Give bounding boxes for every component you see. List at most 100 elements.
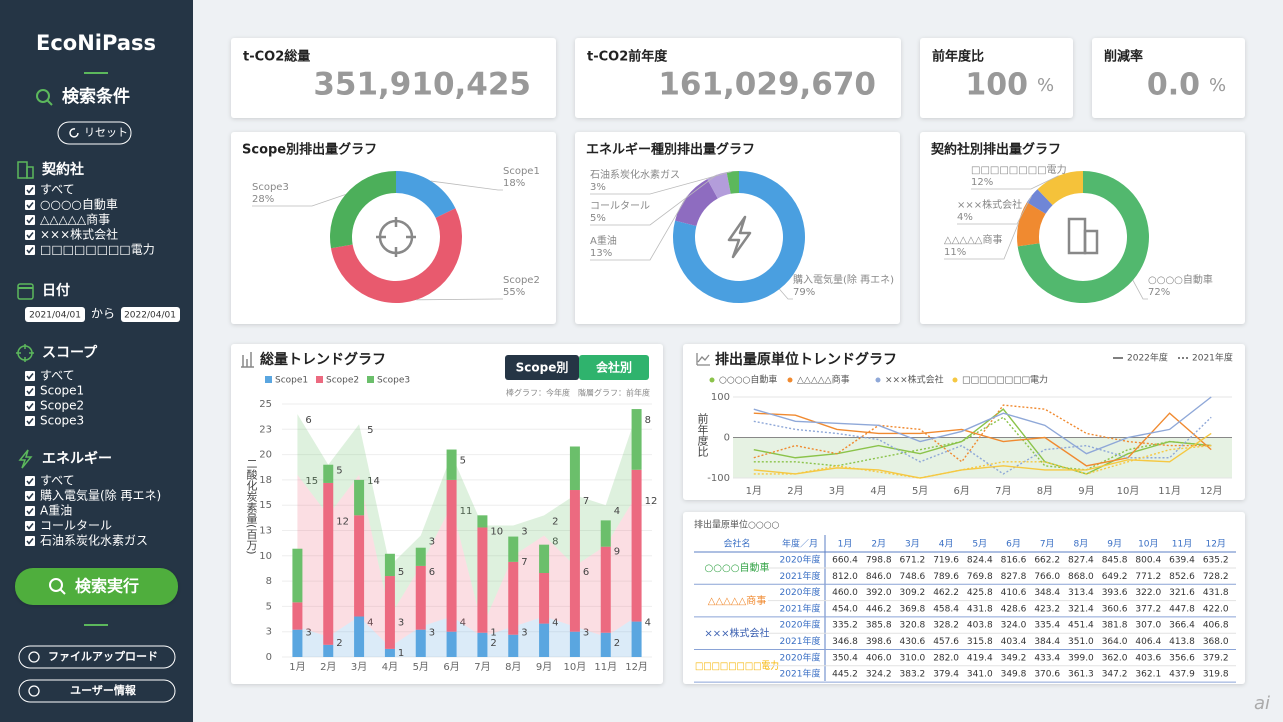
bar-segment [477,527,488,633]
area-data-label: 2 [490,638,496,649]
line [753,416,1212,475]
bar-segment [292,548,303,603]
table-cell: 320.8 [900,621,926,631]
table-cell: 379.2 [1203,653,1229,663]
checkbox[interactable] [25,185,35,195]
table-cell: 447.8 [1169,604,1195,614]
x-tick-label: 3月 [829,485,845,497]
table-cell: 360.6 [1102,604,1128,614]
table-cell: 719.6 [933,556,959,566]
area [297,616,637,657]
area-data-label: 4 [552,618,558,629]
table-cell: 852.6 [1169,572,1195,582]
filter-option: A重油 [40,504,72,518]
checkbox[interactable] [25,506,35,516]
table-cell: 425.8 [967,588,993,598]
bar-segment [384,648,395,657]
filter-option: ○○○○自動車 [40,198,118,212]
checkbox[interactable] [25,215,35,225]
area [297,474,637,647]
table-header: 5月 [972,539,987,550]
bar-segment [446,479,457,632]
x-tick-label: 11月 [594,661,617,673]
area-data-label: 3 [398,618,404,629]
table-cell: 457.6 [933,637,959,647]
checkbox[interactable] [25,491,35,501]
x-tick-label: 12月 [1200,485,1223,497]
slice-label: ×××株式会社 [957,198,1022,211]
kpi-label: t-CO2前年度 [587,49,668,65]
table-cell: 398.6 [866,637,892,647]
pie-slice [1026,189,1053,214]
date-separator: から [91,307,115,321]
date-input[interactable] [25,307,85,322]
pie-slice [675,179,718,227]
toggle-button[interactable] [505,355,579,380]
area-data-label: 6 [429,567,435,578]
filter-option: すべて [40,183,75,197]
table-cell: 769.8 [967,572,993,582]
checkbox[interactable] [25,476,35,486]
legend-label: 2022年度 [1127,352,1168,364]
area-data-label: 4 [645,618,651,629]
checkbox[interactable] [25,371,35,381]
y-tick-label: -100 [707,473,730,484]
filter-option: △△△△△商事 [40,212,110,227]
legend-marker [709,377,715,383]
y-axis-label: 前年度比 [696,412,709,457]
table-cell: 309.2 [900,588,926,598]
checkbox[interactable] [25,230,35,240]
x-tick-label: 2月 [320,661,336,673]
table-cell: 445.2 [832,670,858,680]
date-from: 2021/04/01 [29,311,81,321]
checkbox[interactable] [25,536,35,546]
table-cell: 321.4 [1068,604,1094,614]
table-cell: 379.4 [933,670,959,680]
checkbox[interactable] [25,200,35,210]
checkbox[interactable] [25,416,35,426]
slice-label: ○○○○自動車 [1148,273,1213,286]
legend-label: Scope3 [377,376,410,386]
area-data-label: 2 [614,638,620,649]
card [231,38,556,118]
toggle-button[interactable] [579,355,649,380]
section-icon [17,283,34,300]
bar-segment [384,576,395,649]
legend-label: ×××株式会社 [885,374,944,386]
y-tick-label: 25 [259,399,272,410]
user-button[interactable] [18,679,176,703]
search-icon [49,578,63,592]
slice-value-label: 28% [252,194,274,205]
reset-button[interactable] [57,121,132,145]
year-cell: 2021年度 [780,602,821,614]
reset-icon [69,128,79,138]
area-data-label: 14 [367,476,380,487]
checkbox[interactable] [25,521,35,531]
y-tick-label: 0 [266,652,272,663]
toggle-label: 会社別 [596,360,632,375]
date-input[interactable] [121,307,180,322]
kpi-label: 前年度比 [932,49,984,65]
y-axis-label: 二酸化炭素量(百万) [245,458,258,555]
table-cell: 403.6 [1135,653,1161,663]
checkbox[interactable] [25,386,35,396]
checkbox[interactable] [25,401,35,411]
table-cell: 846.0 [866,572,892,582]
check-mark [26,247,34,254]
table-cell: 392.0 [866,588,892,598]
table-cell: 328.2 [933,621,959,631]
kpi-value: 351,910,425 [313,67,531,103]
table-cell: 437.9 [1169,670,1195,680]
area-data-label: 2 [336,638,342,649]
table-cell: 346.8 [832,637,858,647]
check-mark [26,202,34,209]
checkbox[interactable] [25,245,35,255]
center-icon [727,215,752,259]
search-button[interactable] [15,568,178,605]
x-tick-label: 4月 [870,485,886,497]
leader-line [1132,280,1148,300]
slice-value-label: 3% [590,182,606,193]
upload-button[interactable] [18,645,176,669]
year-cell: 2020年度 [780,554,821,566]
